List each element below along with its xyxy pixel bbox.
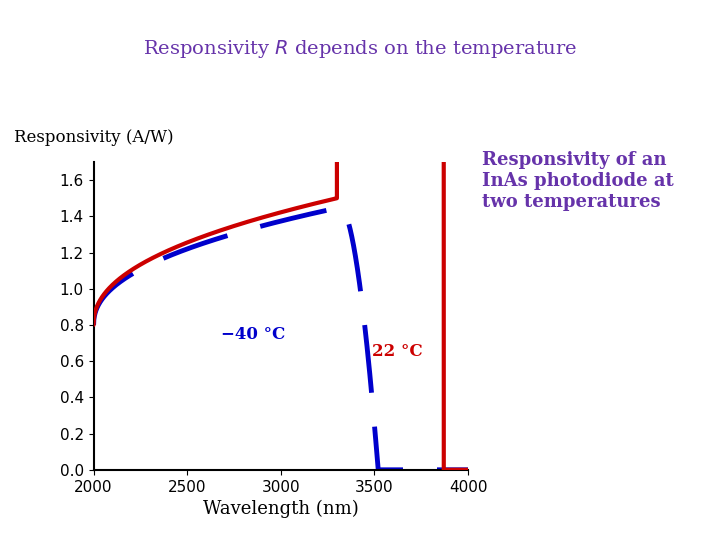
Text: Responsivity $R$ depends on the temperature: Responsivity $R$ depends on the temperat… xyxy=(143,38,577,60)
Text: Responsivity (A/W): Responsivity (A/W) xyxy=(14,129,174,146)
Text: 22 °C: 22 °C xyxy=(372,343,422,360)
X-axis label: Wavelength (nm): Wavelength (nm) xyxy=(203,500,359,518)
Text: Responsivity of an
InAs photodiode at
two temperatures: Responsivity of an InAs photodiode at tw… xyxy=(482,151,674,211)
Text: −40 °C: −40 °C xyxy=(220,327,285,343)
